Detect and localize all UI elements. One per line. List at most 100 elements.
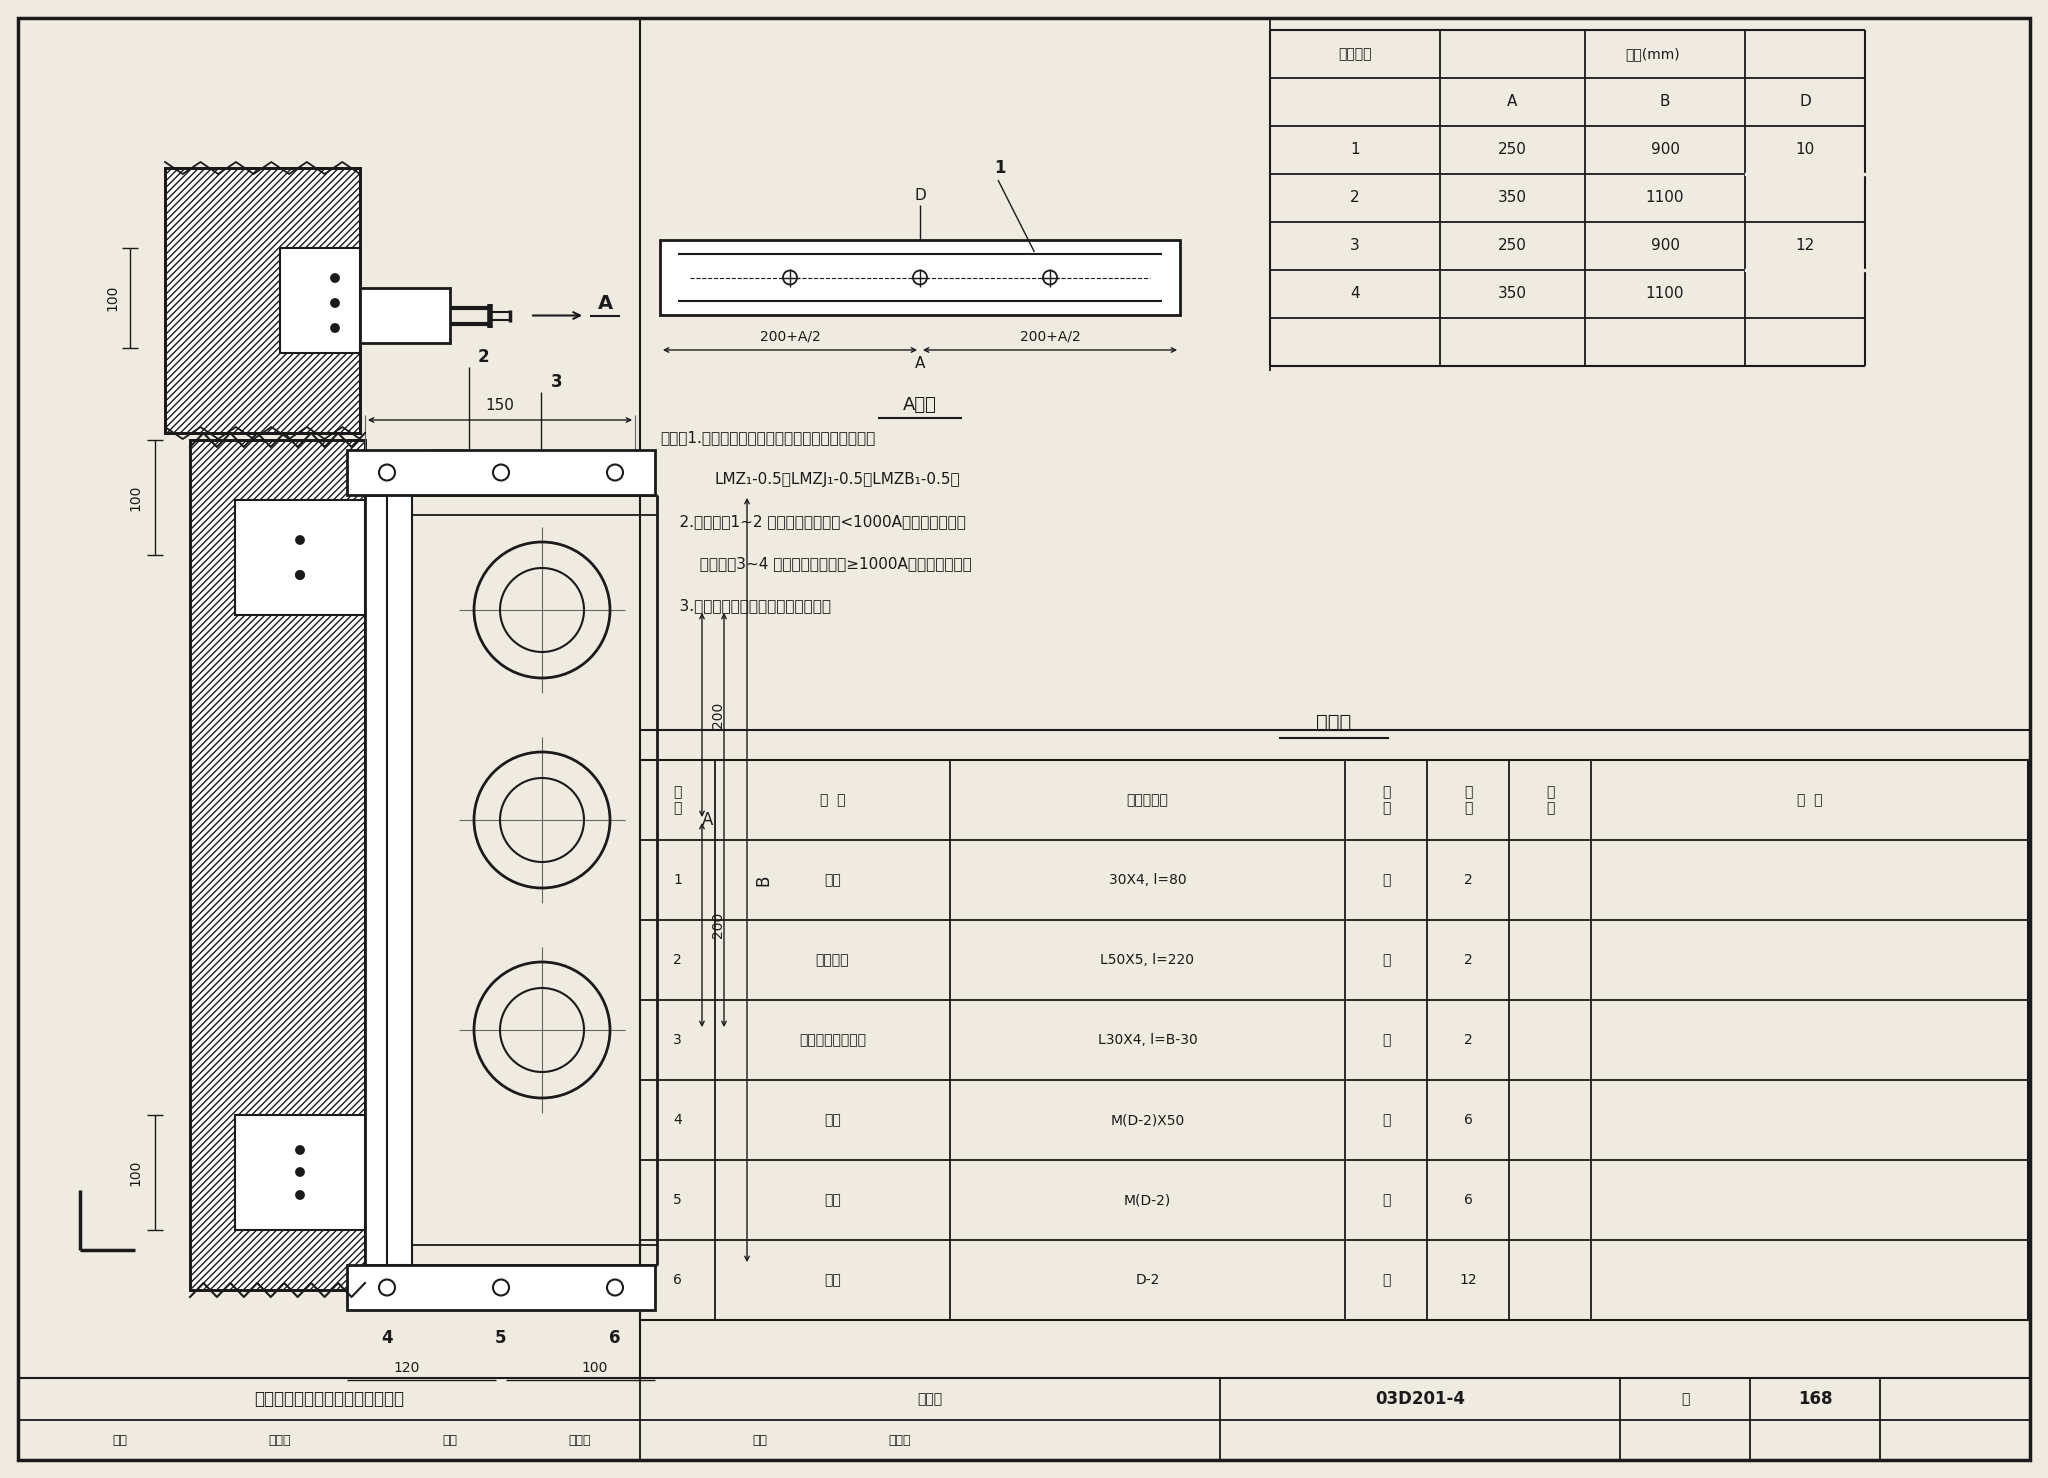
Text: 低压电流互感器在墙上的安装支架: 低压电流互感器在墙上的安装支架 [254,1389,403,1409]
Text: 350: 350 [1497,191,1528,205]
Polygon shape [1745,173,1866,174]
Text: L50X5, l=220: L50X5, l=220 [1100,953,1194,967]
Circle shape [332,324,340,333]
Circle shape [297,1145,303,1154]
Circle shape [297,571,303,579]
Bar [659,239,1180,315]
Text: 5: 5 [674,1193,682,1208]
Text: A: A [702,811,713,829]
Text: 250: 250 [1497,142,1528,158]
Text: 陈冬梅: 陈冬梅 [889,1434,911,1447]
Text: 螺母: 螺母 [823,1193,842,1208]
Text: 彭振高: 彭振高 [268,1434,291,1447]
Text: 6: 6 [1464,1193,1473,1208]
Text: B: B [1659,95,1671,109]
Text: 03D201-4: 03D201-4 [1374,1389,1464,1409]
Text: A: A [1507,95,1518,109]
Text: 2: 2 [1464,1033,1473,1046]
Text: 2.支架型式1~2 用于安装一次电流<1000A的电流互感器。: 2.支架型式1~2 用于安装一次电流<1000A的电流互感器。 [659,514,967,529]
Text: M(D-2)X50: M(D-2)X50 [1110,1113,1184,1128]
Circle shape [297,1168,303,1176]
Text: 备  注: 备 注 [1796,794,1823,807]
Bar [387,495,412,1265]
Text: 图集号: 图集号 [918,1392,942,1406]
Text: 100: 100 [127,1159,141,1185]
Text: 200+A/2: 200+A/2 [760,330,821,343]
Text: 150: 150 [485,399,514,414]
Text: M(D-2): M(D-2) [1124,1193,1171,1208]
Text: 3: 3 [1350,238,1360,254]
Circle shape [297,537,303,544]
Text: 1100: 1100 [1647,287,1683,302]
Bar [236,500,365,615]
Text: 4: 4 [674,1113,682,1128]
Text: 垫圈: 垫圈 [823,1273,842,1287]
Text: A: A [915,356,926,371]
Text: 100: 100 [582,1361,608,1375]
Text: L30X4, l=B-30: L30X4, l=B-30 [1098,1033,1198,1046]
Text: A: A [598,294,612,313]
Text: 2: 2 [1350,191,1360,205]
Bar [346,449,655,495]
Text: 根: 根 [1382,953,1391,967]
Polygon shape [1745,269,1866,270]
Text: D: D [1798,95,1810,109]
Text: 1: 1 [1350,142,1360,158]
Text: LMZ₁-0.5、LMZJ₁-0.5、LMZB₁-0.5。: LMZ₁-0.5、LMZJ₁-0.5、LMZB₁-0.5。 [715,471,961,486]
Text: 固定互感器用角钢: 固定互感器用角钢 [799,1033,866,1046]
Text: 900: 900 [1651,238,1679,254]
Bar [190,440,365,1290]
Text: 350: 350 [1497,287,1528,302]
Text: 校对: 校对 [442,1434,457,1447]
Circle shape [332,299,340,307]
Text: 1: 1 [674,873,682,887]
Text: 6: 6 [674,1273,682,1287]
Circle shape [297,1191,303,1199]
Text: 页
次: 页 次 [1546,785,1554,814]
Text: 200+A/2: 200+A/2 [1020,330,1081,343]
Text: 数
量: 数 量 [1464,785,1473,814]
Text: D: D [913,188,926,202]
Text: 6: 6 [608,1329,621,1346]
Bar [639,760,2028,1320]
Text: 10: 10 [1796,142,1815,158]
Text: 200: 200 [711,912,725,939]
Text: 根: 根 [1382,1033,1391,1046]
Text: 说明：1.本系列支架用于安装下列型号电流互感器：: 说明：1.本系列支架用于安装下列型号电流互感器： [659,430,874,445]
Text: 6: 6 [1464,1113,1473,1128]
Text: 4: 4 [381,1329,393,1346]
Text: 角钢支臂: 角钢支臂 [815,953,850,967]
Bar [346,1265,655,1310]
Text: 3: 3 [674,1033,682,1046]
Text: A视图: A视图 [903,396,936,414]
Text: 100: 100 [104,285,119,312]
Text: 根: 根 [1382,873,1391,887]
Circle shape [332,273,340,282]
Text: D-2: D-2 [1135,1273,1159,1287]
Text: B: B [754,875,772,885]
Text: 2: 2 [1464,953,1473,967]
Bar [190,440,365,1290]
Bar [236,1114,365,1230]
Text: 2: 2 [674,953,682,967]
Bar [281,248,360,353]
Text: 个: 个 [1382,1113,1391,1128]
Circle shape [297,571,303,579]
Text: 审核: 审核 [113,1434,127,1447]
Text: 12: 12 [1458,1273,1477,1287]
Text: 100: 100 [127,485,141,511]
Text: 30X4, l=80: 30X4, l=80 [1108,873,1186,887]
Text: 尺寸(mm): 尺寸(mm) [1626,47,1679,61]
Text: 支架型式3~4 用于安装一次电流≥1000A的电流互感器。: 支架型式3~4 用于安装一次电流≥1000A的电流互感器。 [690,556,971,571]
Text: 设计: 设计 [752,1434,768,1447]
Text: 3: 3 [551,372,563,392]
Text: 200: 200 [711,702,725,729]
Text: 支架型式: 支架型式 [1337,47,1372,61]
Text: 名  称: 名 称 [819,794,846,807]
Text: 12: 12 [1796,238,1815,254]
Text: 1100: 1100 [1647,191,1683,205]
Text: 单
位: 单 位 [1382,785,1391,814]
Bar [166,168,360,433]
Text: 页: 页 [1681,1392,1690,1406]
Text: 3.支架的连接采用沿表面贴角焊接。: 3.支架的连接采用沿表面贴角焊接。 [659,599,831,613]
